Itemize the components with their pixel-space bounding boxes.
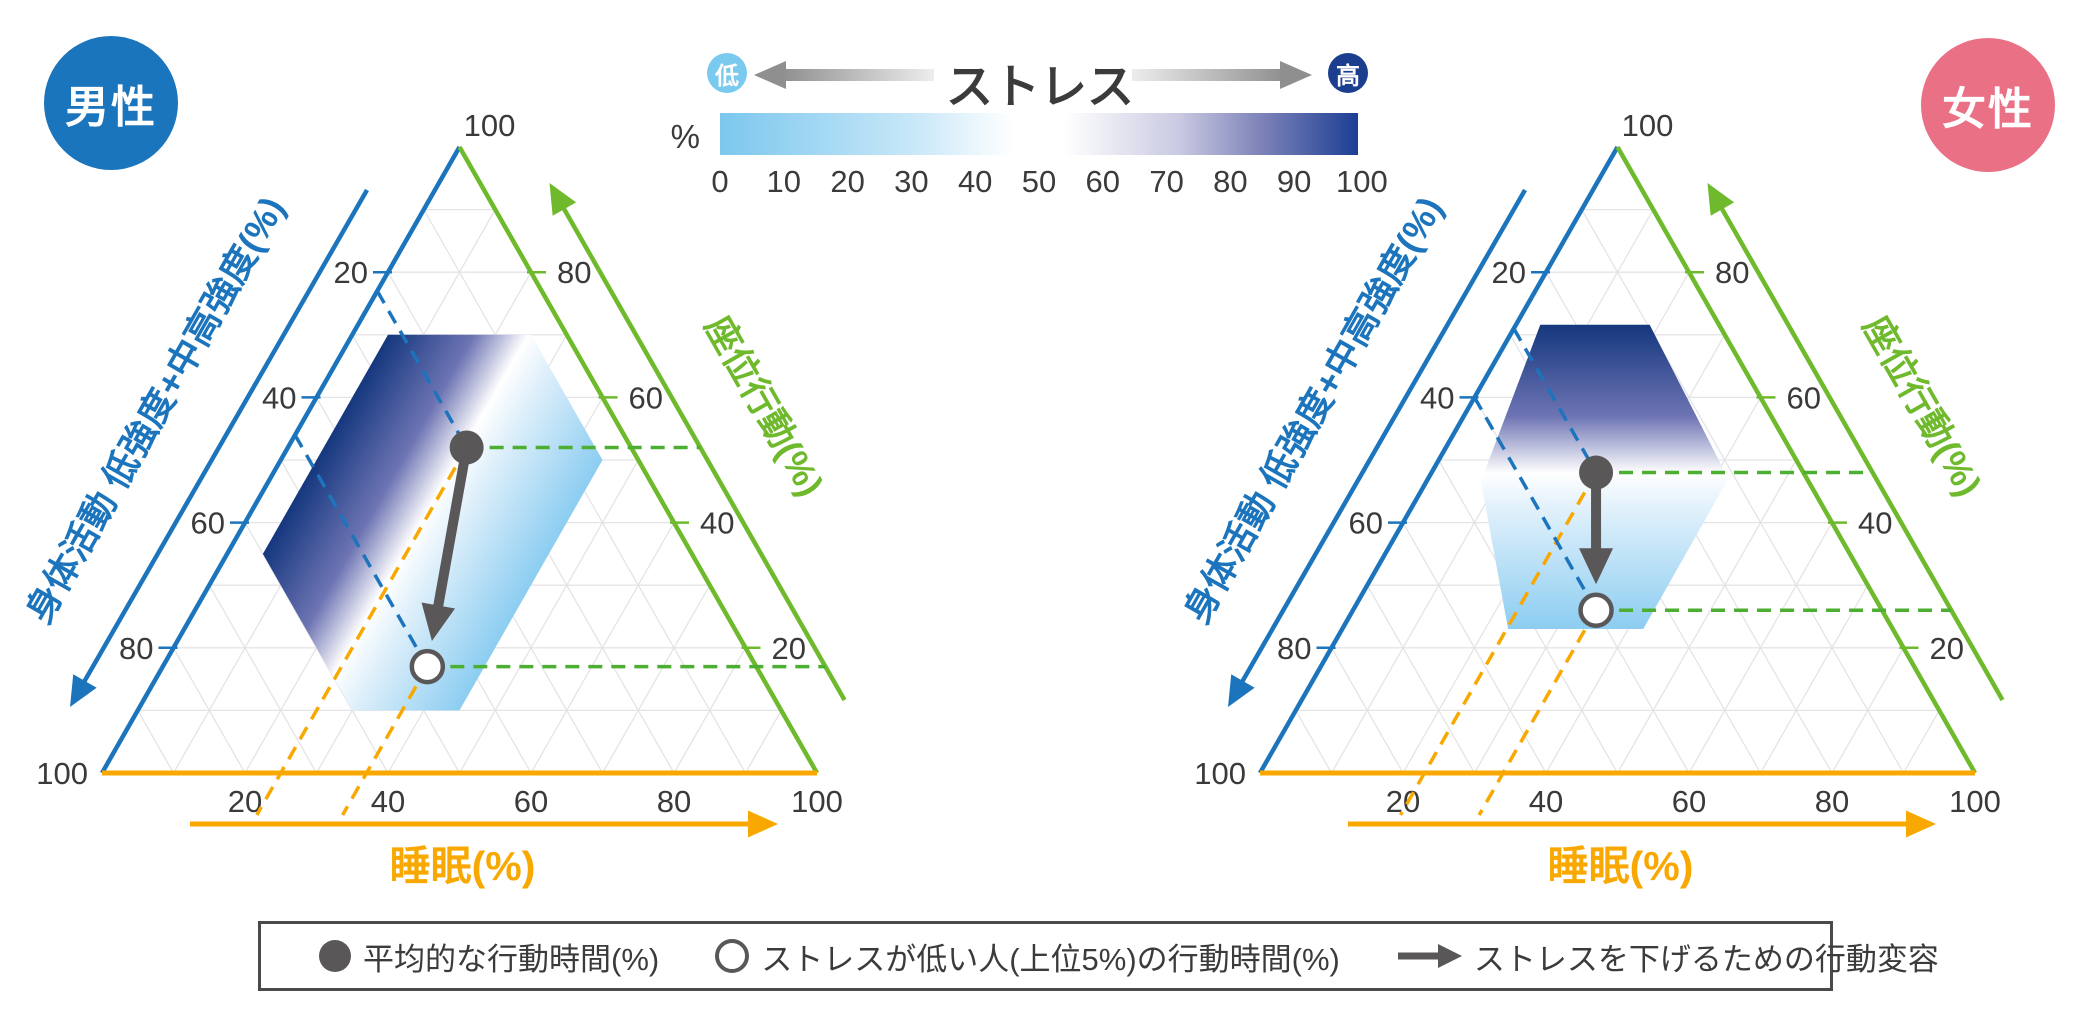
colorbar-tick: 40 bbox=[957, 164, 993, 199]
svg-text:20: 20 bbox=[334, 255, 368, 290]
svg-text:60: 60 bbox=[514, 784, 548, 819]
colorbar-tick: 80 bbox=[1213, 164, 1248, 199]
change-arrow-icon bbox=[1397, 944, 1462, 968]
female-badge: 女性 bbox=[1921, 38, 2055, 172]
arrow-left-icon bbox=[754, 61, 934, 89]
svg-text:80: 80 bbox=[1715, 255, 1749, 290]
male-badge: 男性 bbox=[44, 36, 178, 170]
svg-text:80: 80 bbox=[1815, 784, 1849, 819]
svg-text:40: 40 bbox=[371, 784, 405, 819]
legend-item-label: ストレスが低い人(上位5%)の行動時間(%) bbox=[761, 941, 1340, 977]
colorbar-unit-label: % bbox=[670, 118, 700, 155]
svg-text:20: 20 bbox=[1492, 255, 1526, 290]
colorbar-tick: 20 bbox=[830, 164, 865, 199]
svg-text:40: 40 bbox=[1858, 506, 1892, 541]
legend-item-label: ストレスを下げるための行動変容 bbox=[1473, 941, 1939, 977]
svg-text:身体活動 低強度+中高強度(%): 身体活動 低強度+中高強度(%) bbox=[18, 190, 293, 630]
svg-text:60: 60 bbox=[629, 380, 663, 415]
colorbar-tick: 70 bbox=[1149, 164, 1184, 199]
svg-text:60: 60 bbox=[1672, 784, 1706, 819]
low-stress-point bbox=[409, 648, 446, 685]
low-stress-point bbox=[1578, 592, 1614, 628]
average-point bbox=[1579, 455, 1614, 490]
svg-text:100: 100 bbox=[36, 756, 88, 791]
stress-title: ストレス bbox=[946, 60, 1134, 113]
svg-text:40: 40 bbox=[262, 380, 296, 415]
svg-text:睡眠(%): 睡眠(%) bbox=[1548, 843, 1694, 889]
svg-text:40: 40 bbox=[1420, 380, 1454, 415]
colorbar-tick: 30 bbox=[894, 164, 929, 199]
filled-circle-icon bbox=[319, 940, 351, 972]
svg-text:40: 40 bbox=[700, 506, 734, 541]
stress-scale-legend: 低 ストレス 高 bbox=[690, 44, 1390, 113]
colorbar-tick: 100 bbox=[1335, 164, 1388, 199]
colorbar-tick: 0 bbox=[711, 164, 729, 199]
svg-text:80: 80 bbox=[1277, 631, 1311, 666]
stress-colorbar bbox=[720, 113, 1358, 155]
svg-text:100: 100 bbox=[464, 108, 516, 143]
legend-item-low-stress: ストレスが低い人(上位5%)の行動時間(%) bbox=[715, 934, 1340, 979]
colorbar-tick: 10 bbox=[766, 164, 802, 199]
colorbar-tick: 60 bbox=[1085, 164, 1121, 199]
average-point bbox=[449, 430, 484, 465]
svg-text:100: 100 bbox=[1949, 784, 2001, 819]
svg-text:100: 100 bbox=[1194, 756, 1246, 791]
legend-item-change: ストレスを下げるための行動変容 bbox=[1396, 934, 1939, 979]
svg-text:20: 20 bbox=[772, 631, 806, 666]
colorbar-tick-labels: 0 10 20 30 40 50 60 70 80 90 100 bbox=[698, 164, 1388, 200]
open-circle-icon bbox=[715, 939, 750, 973]
svg-text:80: 80 bbox=[557, 255, 591, 290]
colorbar-tick: 90 bbox=[1276, 164, 1312, 199]
stress-high-badge: 高 bbox=[1328, 53, 1368, 93]
svg-text:60: 60 bbox=[1349, 506, 1383, 541]
svg-text:100: 100 bbox=[791, 784, 843, 819]
stress-surface bbox=[262, 334, 603, 711]
stress-low-badge: 低 bbox=[707, 53, 747, 93]
svg-text:60: 60 bbox=[1787, 380, 1821, 415]
colorbar-tick: 50 bbox=[1021, 164, 1057, 199]
svg-text:40: 40 bbox=[1529, 784, 1563, 819]
marker-legend: 平均的な行動時間(%) ストレスが低い人(上位5%)の行動時間(%) ストレスを… bbox=[258, 921, 1939, 991]
svg-text:60: 60 bbox=[191, 506, 225, 541]
svg-text:80: 80 bbox=[657, 784, 691, 819]
svg-text:20: 20 bbox=[1930, 631, 1964, 666]
svg-text:100: 100 bbox=[1622, 108, 1674, 143]
arrow-right-icon bbox=[1132, 61, 1312, 89]
legend-item-label: 平均的な行動時間(%) bbox=[363, 941, 660, 977]
legend-item-average: 平均的な行動時間(%) bbox=[319, 934, 659, 979]
svg-text:身体活動 低強度+中高強度(%): 身体活動 低強度+中高強度(%) bbox=[1176, 190, 1451, 630]
svg-text:睡眠(%): 睡眠(%) bbox=[390, 843, 536, 889]
behavior-change-arrow bbox=[430, 446, 472, 625]
svg-text:80: 80 bbox=[119, 631, 153, 666]
